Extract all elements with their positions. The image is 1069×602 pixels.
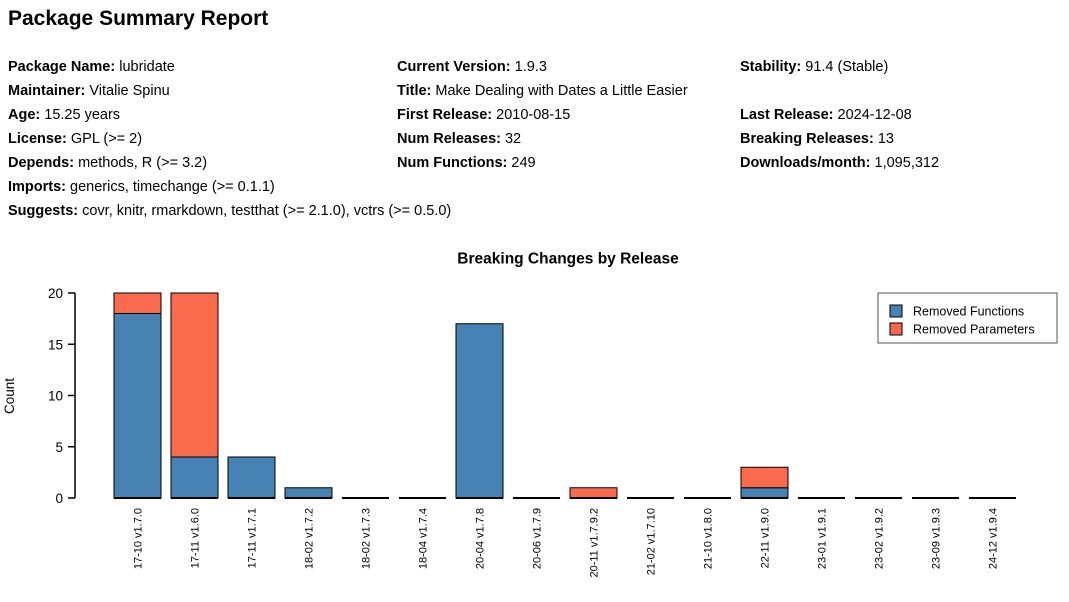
x-tick-label: 17-11 v1.6.0 (190, 508, 202, 568)
meta-field: First Release: 2010-08-15 (397, 103, 688, 127)
meta-field: Num Functions: 249 (397, 151, 688, 175)
meta-field: Title: Make Dealing with Dates a Little … (397, 79, 688, 103)
meta-field: Suggests: covr, knitr, rmarkdown, testth… (8, 199, 451, 223)
meta-field-value: generics, timechange (>= 0.1.1) (66, 179, 275, 195)
meta-field: Current Version: 1.9.3 (397, 55, 688, 79)
breaking-changes-chart: Breaking Changes by Release 0 5 10 15 20 Count… (2, 251, 1058, 578)
meta-field-value: 2010-08-15 (492, 107, 571, 123)
meta-field-label: First Release: (397, 107, 493, 123)
meta-field-value: Make Dealing with Dates a Little Easier (431, 83, 688, 99)
bar-segment-removed-functions (284, 487, 333, 499)
x-tick-label: 23-01 v1.9.1 (817, 508, 829, 569)
y-axis-title: Count (2, 378, 17, 414)
bar-segment-removed-functions (455, 323, 504, 499)
y-tick-label: 0 (55, 491, 63, 506)
meta-field-value: lubridate (115, 59, 175, 75)
legend-box (877, 292, 1058, 344)
meta-field-label: Num Releases: (397, 131, 501, 147)
x-tick-label: 20-11 v1.7.9.2 (589, 508, 601, 578)
metadata-column-right: Stability: 91.4 (Stable) Last Release: 2… (740, 55, 939, 175)
bar-segment-removed-parameters (740, 466, 789, 489)
meta-field-label: Package Name: (8, 59, 116, 75)
meta-field: Last Release: 2024-12-08 (740, 103, 939, 127)
metadata-column-left: Package Name: lubridate Maintainer: Vital… (8, 55, 451, 223)
x-tick-label: 20-04 v1.7.8 (475, 508, 487, 569)
page-title: Package Summary Report (8, 7, 269, 30)
x-tick-label: 18-02 v1.7.2 (304, 508, 316, 569)
meta-field (740, 79, 939, 103)
legend-label: Removed Functions (913, 305, 1024, 319)
metadata-column-middle: Current Version: 1.9.3 Title: Make Dealin… (397, 55, 688, 175)
bar-segment-removed-parameters (113, 292, 162, 314)
chart-title: Breaking Changes by Release (457, 251, 679, 268)
x-tick-label: 23-09 v1.9.3 (931, 508, 943, 569)
meta-field-label: Maintainer: (8, 83, 86, 99)
meta-field-value: 32 (500, 131, 522, 147)
meta-field: License: GPL (>= 2) (8, 127, 451, 151)
meta-field-label: License: (8, 131, 67, 147)
meta-field-label: Num Functions: (397, 155, 508, 171)
meta-field-label: Suggests: (8, 203, 79, 219)
meta-field-value: Vitalie Spinu (85, 83, 170, 99)
x-tick-label: 20-06 v1.7.9 (532, 508, 544, 569)
x-tick-label: 21-02 v1.7.10 (646, 508, 658, 575)
x-tick-label: 17-10 v1.7.0 (133, 508, 145, 569)
meta-field-label: Current Version: (397, 59, 511, 75)
meta-field-value: 1,095,312 (870, 155, 940, 171)
x-tick-label: 18-02 v1.7.3 (361, 508, 373, 569)
meta-field-value: 249 (507, 155, 536, 171)
meta-field-label: Age: (8, 107, 41, 123)
meta-field: Breaking Releases: 13 (740, 127, 939, 151)
x-tick-label: 22-11 v1.9.0 (760, 508, 772, 568)
meta-field-value: methods, R (>= 3.2) (74, 155, 208, 171)
meta-field: Age: 15.25 years (8, 103, 451, 127)
bar-segment-removed-functions (740, 487, 789, 499)
legend-swatch (889, 322, 903, 336)
meta-field: Package Name: lubridate (8, 55, 451, 79)
meta-field-value: 1.9.3 (510, 59, 547, 75)
meta-field: Imports: generics, timechange (>= 0.1.1) (8, 175, 451, 199)
x-tick-label: 24-12 v1.9.4 (988, 508, 1000, 569)
meta-field-label: Downloads/month: (740, 155, 871, 171)
meta-field-value: GPL (>= 2) (66, 131, 143, 147)
legend-label: Removed Parameters (913, 323, 1035, 337)
y-tick-label: 5 (55, 440, 63, 455)
meta-field-value: covr, knitr, rmarkdown, testthat (>= 2.1… (78, 203, 452, 219)
bar-segment-removed-parameters (170, 292, 219, 458)
meta-field-value: 13 (873, 131, 894, 147)
meta-field-label: Depends: (8, 155, 75, 171)
x-tick-label: 21-10 v1.8.0 (703, 508, 715, 569)
y-tick-label: 20 (48, 286, 63, 301)
meta-field: Num Releases: 32 (397, 127, 688, 151)
x-tick-label: 18-04 v1.7.4 (418, 508, 430, 569)
meta-field: Maintainer: Vitalie Spinu (8, 79, 451, 103)
meta-field: Downloads/month: 1,095,312 (740, 151, 939, 175)
meta-field-value: 15.25 years (40, 107, 121, 123)
y-tick-label: 10 (48, 389, 63, 404)
meta-field-label: Imports: (8, 179, 66, 195)
meta-field-label: Stability: (740, 59, 802, 75)
y-tick-label: 15 (48, 337, 63, 352)
meta-field: Depends: methods, R (>= 3.2) (8, 151, 451, 175)
legend-swatch (889, 304, 903, 318)
bar-segment-removed-parameters (569, 487, 618, 499)
meta-field-value: 2024-12-08 (833, 107, 912, 123)
x-tick-label: 23-02 v1.9.2 (874, 508, 886, 569)
meta-field-label: Last Release: (740, 107, 834, 123)
bar-segment-removed-functions (113, 313, 162, 499)
bar-segment-removed-functions (227, 456, 276, 499)
bar-segment-removed-functions (170, 456, 219, 499)
meta-field-label: Title: (397, 83, 432, 99)
x-tick-label: 17-11 v1.7.1 (247, 508, 259, 568)
meta-field: Stability: 91.4 (Stable) (740, 55, 939, 79)
meta-field-value: 91.4 (Stable) (801, 59, 889, 75)
meta-field-label: Breaking Releases: (740, 131, 874, 147)
